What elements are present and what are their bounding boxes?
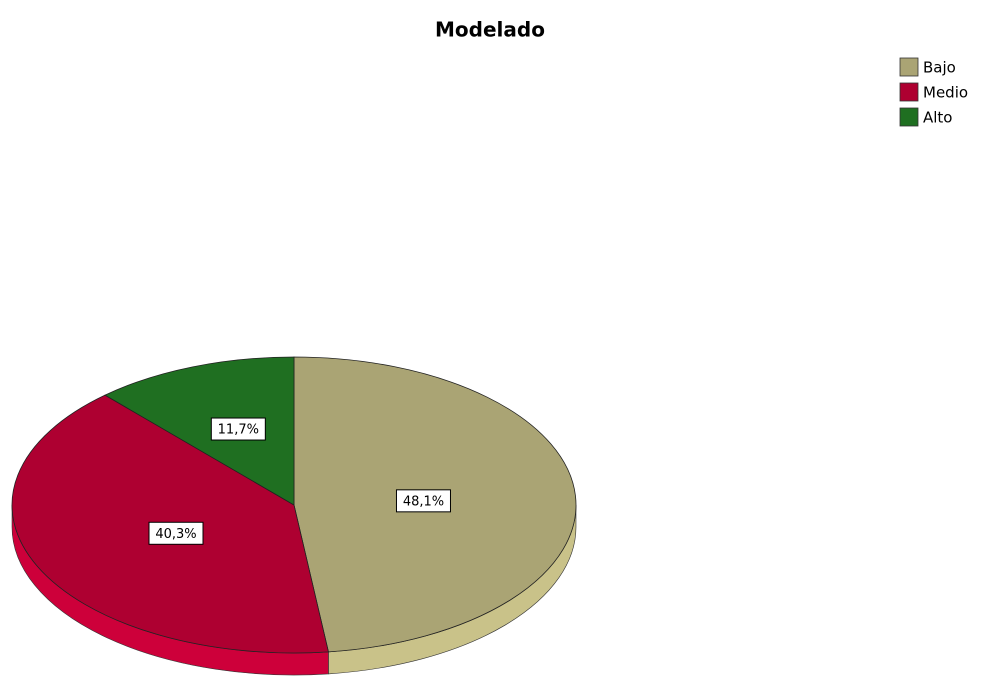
- value-label: 11,7%: [218, 423, 259, 438]
- value-label-box: [395, 489, 451, 513]
- value-label-box: [210, 417, 266, 441]
- legend-swatch: [899, 57, 919, 77]
- chart-title: Modelado: [435, 18, 545, 42]
- legend-label: Alto: [923, 109, 953, 127]
- legend-label: Medio: [923, 84, 968, 102]
- pie-slice: [104, 356, 295, 506]
- value-label: 48,1%: [403, 494, 444, 509]
- legend-swatch: [899, 107, 919, 127]
- legend-swatch: [899, 82, 919, 102]
- value-label: 40,3%: [155, 527, 196, 542]
- value-label-box: [148, 521, 204, 545]
- legend-label: Bajo: [923, 59, 956, 77]
